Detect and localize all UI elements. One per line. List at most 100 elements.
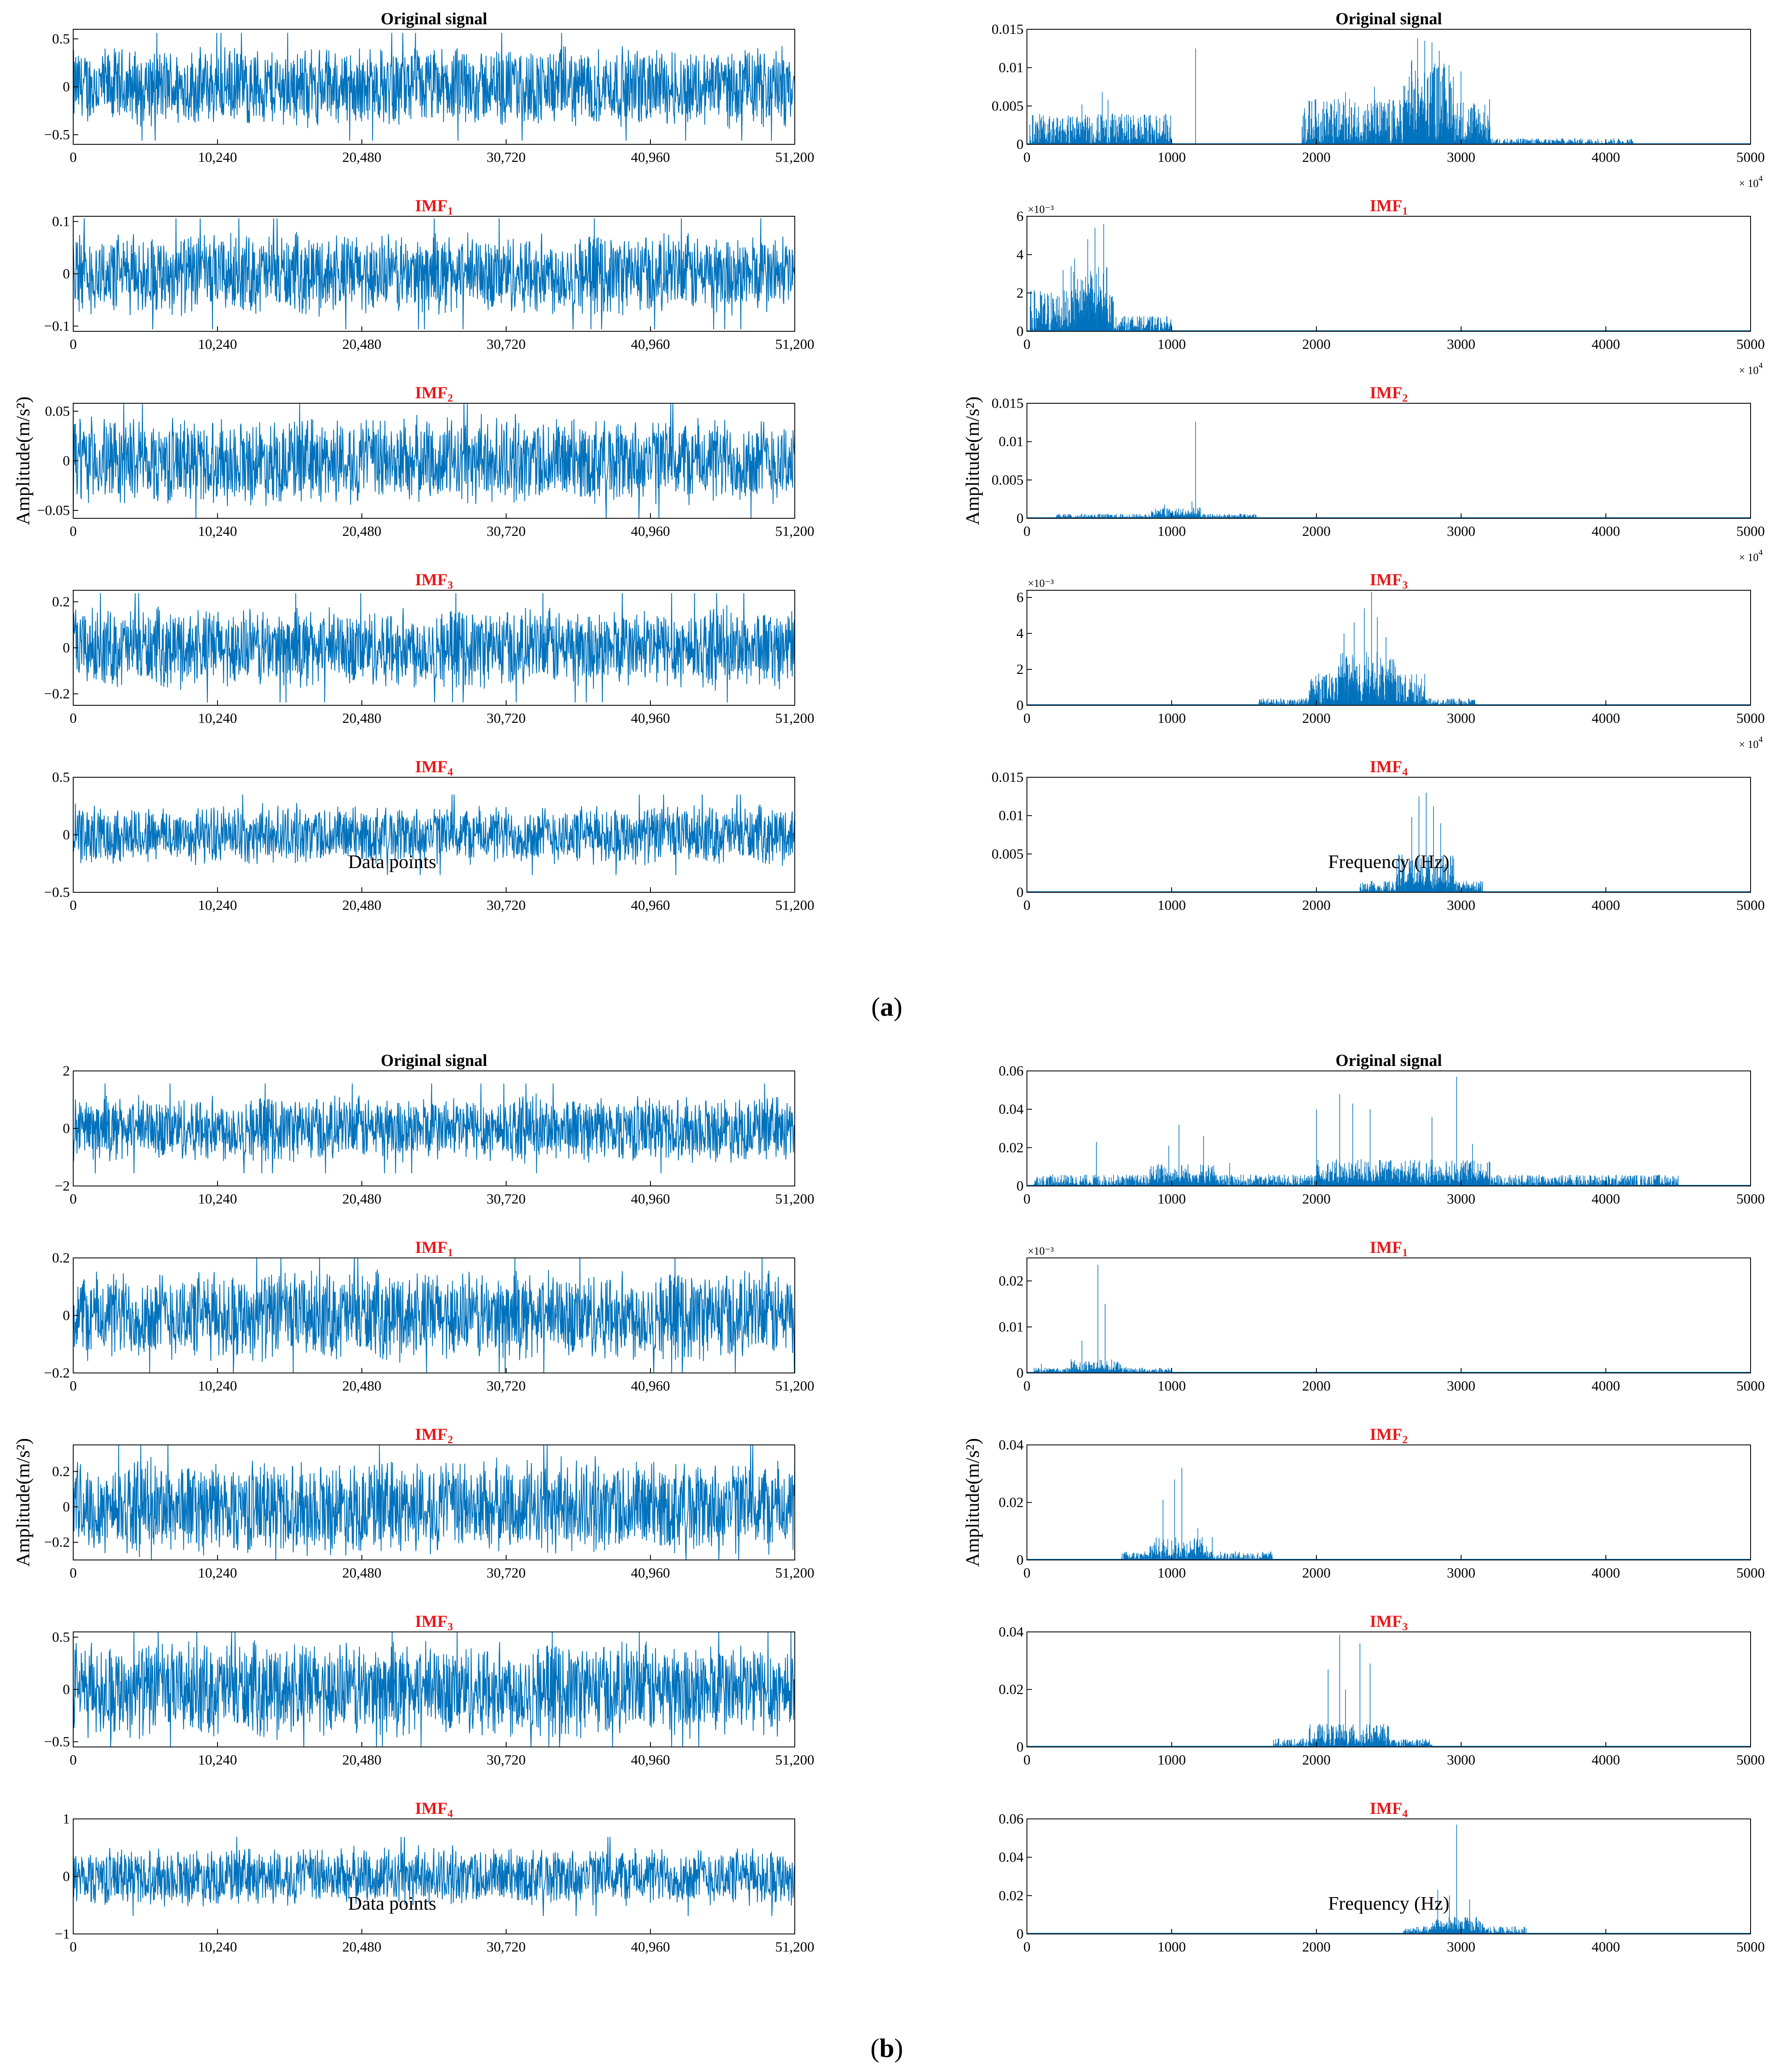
x-tick-label: 30,720: [486, 150, 526, 165]
y-tick-label: −0.5: [44, 885, 70, 900]
x-tick-label: 4000: [1592, 1191, 1620, 1207]
x-tick-label: 10,240: [198, 711, 237, 726]
y-tick-label: 0: [1016, 1552, 1024, 1568]
y-tick-label: 0.01: [999, 808, 1024, 824]
time-x-axis-label: Data points: [348, 1893, 436, 1914]
x-exponent-times: ×: [1739, 738, 1748, 750]
y-tick-label: −0.2: [44, 686, 70, 702]
subplot-title-base: IMF: [1370, 570, 1403, 589]
x-tick-label: 30,720: [486, 1191, 526, 1207]
y-tick-label: 0: [63, 453, 70, 469]
subplot-title-base: IMF: [415, 1612, 448, 1631]
y-tick-label: 0: [63, 1682, 70, 1698]
x-tick-label: 2000: [1302, 1752, 1331, 1768]
x-tick-label: 20,480: [342, 337, 381, 352]
caption-close: ): [894, 2033, 903, 2063]
x-exponent-base: 10: [1748, 551, 1759, 563]
subplot-title: Original signal: [381, 9, 487, 28]
x-tick-label: 3000: [1447, 1378, 1475, 1394]
freq-axes-box: [1027, 1071, 1751, 1186]
subplot-title-text: Original signal: [1336, 9, 1442, 28]
subplot-row: IMF3 IMF3−0.200.20 10,240 20,480 30,720 40,96…: [44, 570, 1765, 750]
y-tick-label: 0.015: [992, 770, 1024, 785]
x-tick-label: 10,240: [198, 1752, 237, 1768]
x-tick-label: 40,960: [631, 150, 670, 165]
y-tick-label: 0.005: [992, 98, 1024, 114]
y-tick-label: −1: [55, 1926, 70, 1942]
x-tick-label: 1000: [1157, 150, 1186, 165]
x-tick-label: 20,480: [342, 1939, 381, 1955]
x-exponent-times: ×: [1739, 551, 1748, 563]
subplot-title-base: IMF: [415, 1425, 448, 1444]
y-tick-label: 6: [1016, 209, 1024, 224]
x-tick-label: 40,960: [631, 524, 670, 539]
subplot-title-subscript: 3: [1402, 579, 1408, 591]
subplot-title: IMF1: [1370, 1238, 1408, 1259]
time-signal-line: [73, 33, 795, 141]
spectrum-line: [1027, 1468, 1751, 1560]
x-tick-label: 10,240: [198, 150, 237, 165]
x-exponent-label: × 104: [1739, 548, 1763, 563]
x-tick-label: 0: [1024, 150, 1031, 165]
x-tick-label: 5000: [1736, 1191, 1765, 1207]
x-tick-label: 51,200: [775, 337, 814, 352]
spectrum-line: [1027, 1824, 1751, 1934]
y-tick-label: 0.5: [52, 31, 70, 47]
y-tick-label: 0.02: [999, 1495, 1024, 1511]
subplot-title-subscript: 4: [1402, 1808, 1408, 1820]
x-tick-label: 4000: [1592, 1378, 1620, 1394]
x-tick-label: 20,480: [342, 1191, 381, 1207]
x-tick-label: 3000: [1447, 898, 1475, 913]
spectrum-line: [1027, 1076, 1751, 1186]
subplot-title-subscript: 2: [1402, 1434, 1408, 1446]
x-exponent-times: ×: [1739, 364, 1748, 376]
x-tick-label: 4000: [1592, 898, 1620, 913]
x-exponent-base: 10: [1748, 177, 1759, 190]
time-signal-line: [73, 794, 795, 875]
x-tick-label: 0: [70, 711, 77, 726]
panel-caption: (b): [870, 2033, 903, 2063]
y-tick-label: 0: [63, 640, 70, 656]
subplot-title-subscript: 3: [448, 1621, 453, 1633]
y-tick-label: 0.005: [992, 472, 1024, 488]
y-tick-label: 0: [63, 1308, 70, 1324]
x-tick-label: 2000: [1302, 1939, 1331, 1955]
y-tick-label: 0: [1016, 324, 1024, 339]
y-tick-label: 0.05: [45, 404, 70, 419]
time-signal-line: [73, 1083, 795, 1173]
subplot-title: Original signal: [1336, 9, 1442, 28]
freq-axes-box: [1027, 1445, 1751, 1560]
y-tick-label: 0.01: [999, 434, 1024, 450]
x-tick-label: 20,480: [342, 1752, 381, 1768]
subplot-row: IMF2 IMF2−0.200.20 10,240 20,480 30,720 40,96…: [44, 1425, 1765, 1581]
subplot-title-base: IMF: [1370, 1238, 1403, 1257]
subplot-title: IMF3: [1370, 570, 1408, 591]
x-tick-label: 1000: [1157, 898, 1186, 913]
y-tick-label: 0.04: [999, 1850, 1024, 1865]
x-tick-label: 5000: [1736, 898, 1765, 913]
x-tick-label: 5000: [1736, 1565, 1765, 1581]
subplot-title-base: IMF: [1370, 196, 1403, 215]
y-tick-label: 0.02: [999, 1273, 1024, 1289]
subplot-row: IMF1 IMF1−0.100.10 10,240 20,480 30,720 40,96…: [44, 196, 1765, 376]
x-exponent-times: ×: [1739, 177, 1748, 190]
x-tick-label: 0: [1024, 524, 1031, 539]
freq-axes-box: [1027, 403, 1751, 519]
x-tick-label: 2000: [1302, 524, 1331, 539]
y-tick-label: 2: [63, 1063, 70, 1079]
panel-a: Original signal Original signal −0.5 0 0.5 0 1…: [12, 9, 1765, 1022]
y-tick-label: −0.5: [44, 1734, 70, 1750]
y-tick-label: 0.06: [999, 1063, 1024, 1079]
subplot-title-subscript: 2: [448, 392, 453, 404]
x-tick-label: 3000: [1447, 150, 1475, 165]
x-tick-label: 30,720: [486, 711, 526, 726]
caption-open: (: [871, 992, 880, 1022]
subplot-title-base: IMF: [1370, 383, 1403, 402]
time-y-axis-label: Amplitude(m/s²): [12, 397, 33, 525]
x-tick-label: 4000: [1592, 337, 1620, 352]
x-tick-label: 51,200: [775, 1191, 814, 1207]
y-tick-label: 0.1: [52, 214, 70, 230]
